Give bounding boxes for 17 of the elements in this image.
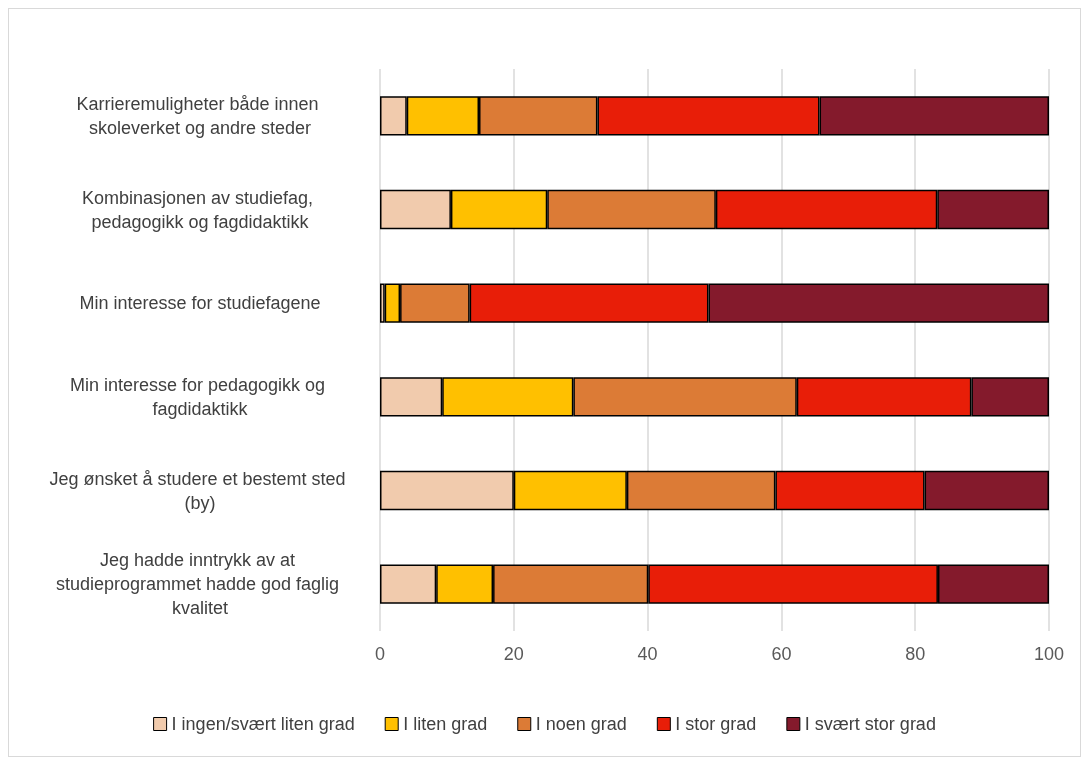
legend-label: I ingen/svært liten grad	[171, 714, 355, 734]
y-tick-label: Min interesse for pedagogikk og fagdidaktikk	[69, 374, 331, 419]
x-tick-label: 20	[503, 644, 524, 664]
legend-label: I liten grad	[403, 714, 488, 734]
x-tick-label: 80	[905, 644, 926, 664]
y-tick-label: Karrieremuligheter både innen skoleverket og andre steder	[76, 93, 324, 138]
legend-label: I noen grad	[535, 714, 627, 734]
y-tick-label: Kombinasjonen av studiefag, pedagogikk og fagdidaktikk	[81, 187, 319, 232]
legend-label: I stor grad	[675, 714, 757, 734]
x-tick-label: 40	[637, 644, 658, 664]
x-tick-label: 0	[374, 644, 386, 664]
y-tick-label: Min interesse for studiefagene	[79, 293, 321, 314]
x-tick-label: 60	[771, 644, 792, 664]
x-tick-label: 100	[1033, 644, 1065, 664]
y-tick-label: Jeg ønsket å studere et bestemt sted (by)	[49, 468, 351, 513]
y-tick-label: Jeg hadde inntrykk av at studieprogrammet hadde god faglig kvalitet	[55, 550, 345, 619]
legend-label: I svært stor grad	[804, 714, 936, 734]
